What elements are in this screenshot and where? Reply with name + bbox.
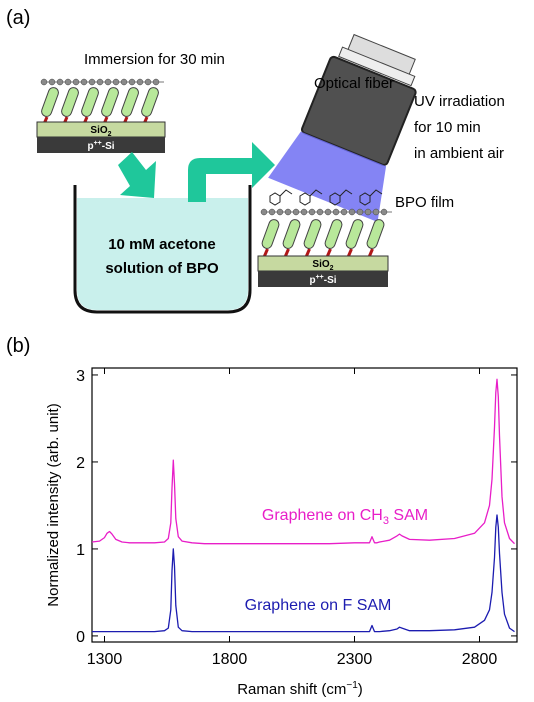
x-axis-label: Raman shift (cm−1) [237, 680, 363, 698]
sam-molecule [120, 86, 140, 118]
graphene-atom [81, 79, 87, 85]
graphene-atom [261, 209, 267, 215]
sam-stem [328, 249, 331, 256]
graphene-atom [381, 209, 387, 215]
layer-label: p++-Si [309, 274, 336, 286]
graphene-atom [325, 209, 331, 215]
graphene-atom [357, 209, 363, 215]
graphene-atom [89, 79, 95, 85]
graphene-atom [121, 79, 127, 85]
diagram: Immersion for 30 min SiO2 p++-Si 10 mM a… [37, 25, 505, 312]
solution [77, 198, 248, 310]
chain [280, 190, 292, 196]
panel-label: (b) [6, 335, 30, 357]
graphene-atom [373, 209, 379, 215]
arrow [118, 152, 156, 198]
annotation: Graphene on CH3 SAM [262, 507, 428, 527]
solution-label: 10 mM acetone [108, 236, 216, 253]
sam-molecule [40, 86, 60, 118]
sam-molecule [282, 218, 302, 250]
sam-left [40, 79, 164, 124]
sam-molecule [60, 86, 80, 118]
sam-stem [265, 249, 268, 256]
graphene-atom [129, 79, 135, 85]
graphene-atom [145, 79, 151, 85]
graphene-atom [341, 209, 347, 215]
sam-molecule [324, 218, 344, 250]
panel-label: (a) [6, 7, 30, 29]
layer-label: p++-Si [87, 140, 114, 152]
y-tick-label: 1 [76, 542, 85, 559]
ring [300, 193, 310, 205]
uv-label: in ambient air [414, 145, 504, 162]
sam-molecule [261, 218, 281, 250]
spectrum-line [92, 515, 515, 632]
film-label: BPO film [395, 194, 454, 211]
graphene-atom [285, 209, 291, 215]
arrow [188, 142, 275, 202]
sam-molecule [366, 218, 386, 250]
annotation: Graphene on F SAM [245, 597, 392, 614]
y-axis-label: Normalized intensity (arb. unit) [45, 403, 62, 606]
sam-molecule [140, 86, 160, 118]
graphene-atom [293, 209, 299, 215]
graphene-atom [301, 209, 307, 215]
graphene-atom [97, 79, 103, 85]
x-tick-label: 2300 [337, 651, 373, 668]
graphene-atom [113, 79, 119, 85]
graphene-atom [57, 79, 63, 85]
figure: (a) (b) Immersion for 30 min SiO2 p++-Si… [0, 0, 534, 702]
y-tick-label: 0 [76, 629, 85, 646]
uv-label: for 10 min [414, 119, 481, 136]
sam-molecule [80, 86, 100, 118]
solution-label: solution of BPO [105, 260, 219, 277]
graphene-atom [73, 79, 79, 85]
graphene-atom [333, 209, 339, 215]
graphene-atom [365, 209, 371, 215]
uv-label: UV irradiation [414, 93, 505, 110]
graphene-atom [153, 79, 159, 85]
graphene-atom [349, 209, 355, 215]
graphene-atom [269, 209, 275, 215]
graphene-atom [105, 79, 111, 85]
sam-molecule [303, 218, 323, 250]
sam-molecule [345, 218, 365, 250]
sam-molecule [100, 86, 120, 118]
y-tick-label: 2 [76, 455, 85, 472]
step-label: Immersion for 30 min [84, 51, 225, 68]
y-tick-label: 3 [76, 368, 85, 385]
ring [270, 193, 280, 205]
x-tick-label: 2800 [462, 651, 498, 668]
graphene-atom [65, 79, 71, 85]
chart: Raman shift (cm−1) Normalized intensity … [45, 368, 517, 698]
sam-stem [286, 249, 289, 256]
sam-stem [307, 249, 310, 256]
x-tick-label: 1800 [212, 651, 248, 668]
graphene-atom [309, 209, 315, 215]
graphene-atom [317, 209, 323, 215]
x-tick-label: 1300 [87, 651, 123, 668]
graphene-atom [277, 209, 283, 215]
graphene-atom [41, 79, 47, 85]
graphene-atom [137, 79, 143, 85]
graphene-atom [49, 79, 55, 85]
fiber-label: Optical fiber [314, 75, 394, 92]
sam-stem [370, 249, 373, 256]
sam-stem [349, 249, 352, 256]
